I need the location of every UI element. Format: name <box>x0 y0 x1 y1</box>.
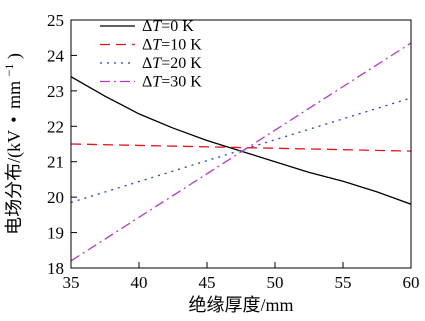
y-axis-label-close: ) <box>4 53 25 59</box>
series-line-1 <box>71 143 411 152</box>
x-tick-label: 45 <box>199 273 216 292</box>
x-axis-label: 绝缘厚度/mm <box>188 295 293 315</box>
y-axis: 18 19 20 21 22 23 24 25 <box>47 11 77 278</box>
y-tick-label: 24 <box>47 46 65 65</box>
x-tick-label: 35 <box>63 273 80 292</box>
series-line-3 <box>71 42 411 262</box>
series-line-0 <box>71 76 411 205</box>
x-tick-label: 55 <box>335 273 352 292</box>
x-tick-label: 40 <box>131 273 148 292</box>
legend-label-2: ΔT=20 K <box>142 55 202 72</box>
y-tick-label: 19 <box>47 224 64 243</box>
y-axis-label: 电场分布/(kV • mm −1 ) <box>0 53 25 235</box>
y-tick-label: 21 <box>47 153 64 172</box>
plot-frame <box>70 19 412 269</box>
y-axis-label-dot: • <box>4 116 24 122</box>
legend-label-0: ΔT=0 K <box>142 18 194 35</box>
y-tick-label: 23 <box>47 82 64 101</box>
y-axis-label-unit: mm <box>4 81 24 109</box>
legend: ΔT=0 K ΔT=10 KΔT=20 K ΔT=30 K <box>100 18 202 91</box>
series-layer <box>71 42 411 262</box>
legend-label-1: ΔT=10 K <box>142 37 202 54</box>
y-tick-label: 25 <box>47 11 64 30</box>
x-tick-label: 50 <box>267 273 284 292</box>
y-axis-label-sup: −1 <box>2 64 16 77</box>
x-tick-label: 60 <box>403 273 420 292</box>
y-tick-label: 22 <box>47 117 64 136</box>
y-tick-label: 18 <box>47 259 64 278</box>
legend-label-3: ΔT=30 K <box>142 74 202 91</box>
x-axis: 35 40 45 50 55 60 <box>63 262 420 292</box>
y-tick-label: 20 <box>47 188 64 207</box>
y-axis-label-main: 电场分布/(kV <box>4 130 25 235</box>
